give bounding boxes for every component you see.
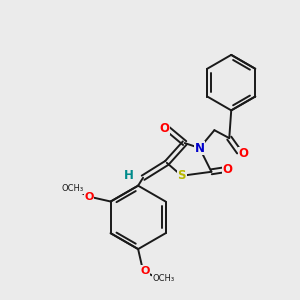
Text: O: O bbox=[140, 266, 150, 276]
Text: OCH₃: OCH₃ bbox=[62, 184, 84, 193]
Text: O: O bbox=[222, 163, 232, 176]
Text: OCH₃: OCH₃ bbox=[153, 274, 175, 283]
Text: S: S bbox=[178, 169, 186, 182]
Text: O: O bbox=[238, 148, 248, 160]
Text: N: N bbox=[194, 142, 205, 154]
Text: O: O bbox=[160, 122, 170, 135]
Text: O: O bbox=[84, 192, 94, 202]
Text: H: H bbox=[124, 169, 134, 182]
